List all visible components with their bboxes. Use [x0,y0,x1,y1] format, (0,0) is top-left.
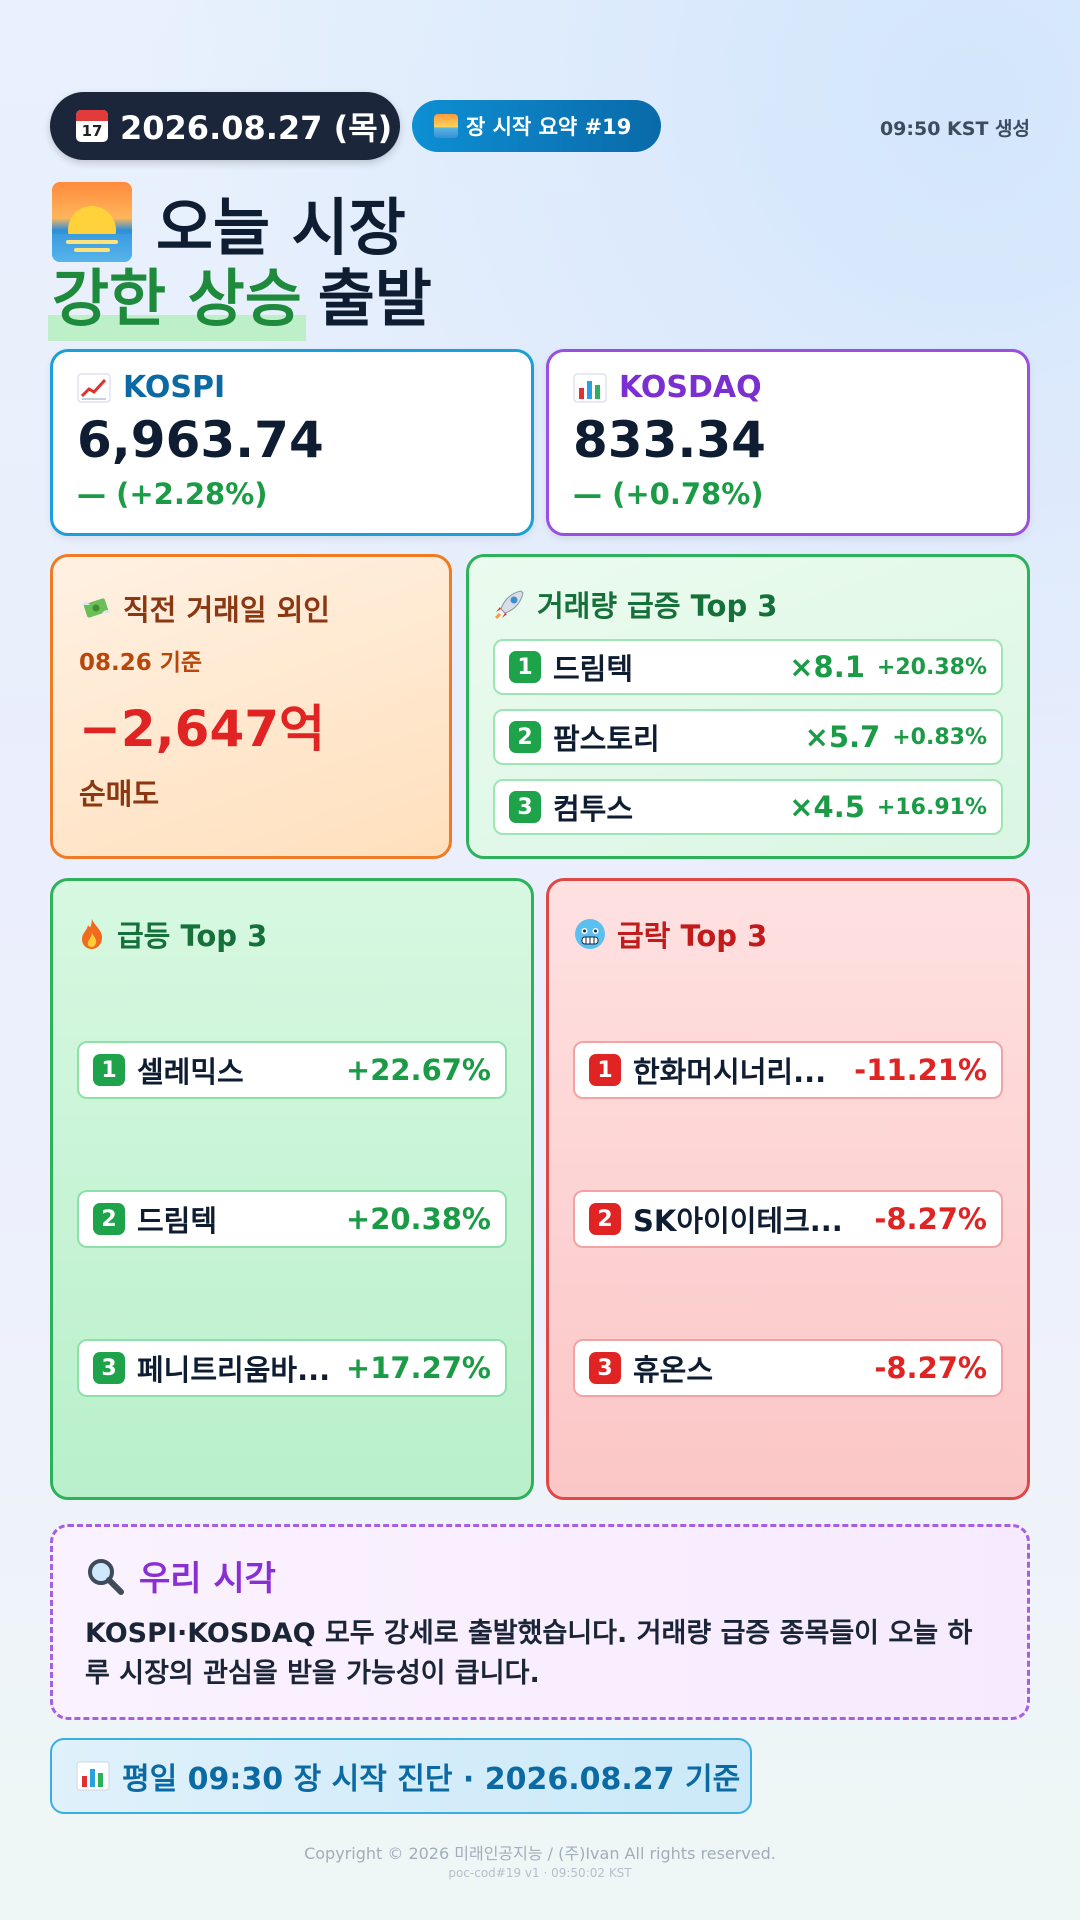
our-view-card: 우리 시각 KOSPI·KOSDAQ 모두 강세로 출발했습니다. 거래량 급증… [50,1524,1030,1720]
top-losers-card: 급락 Top 3 1 한화머시너리... -11.21% 2 SK아이이테크..… [546,878,1030,1500]
kosdaq-value: 833.34 [573,411,766,469]
kosdaq-card: KOSDAQ 833.34 — (+0.78%) [546,349,1030,536]
fire-icon [77,917,107,951]
page-title: 오늘 시장 [52,182,406,264]
rank-badge: 2 [93,1203,125,1235]
calendar-icon [76,110,108,142]
kosdaq-label: KOSDAQ [619,370,762,405]
rank-badge: 1 [93,1054,125,1086]
rocket-icon [493,587,527,621]
stock-name: 팜스토리 [553,722,660,756]
summary-badge: 장 시작 요약 #19 [412,100,661,152]
sunrise-icon [434,114,458,138]
rank-badge: 1 [509,651,541,683]
list-item: 1 한화머시너리... -11.21% [573,1041,1003,1099]
price-change: +17.27% [345,1351,491,1385]
title-line1: 오늘 시장 [156,191,406,264]
date-text: 2026.08.27 (목) [120,109,393,147]
rank-badge: 2 [509,721,541,753]
bar-chart-icon [573,373,607,403]
stock-name: 휴온스 [633,1353,714,1387]
title-line2-rest: 출발 [317,262,432,335]
kosdaq-change: — (+0.78%) [573,477,764,511]
rank-badge: 1 [589,1054,621,1086]
volume-multiple: ×4.5 [789,790,865,824]
stock-name: 셀레믹스 [137,1055,244,1089]
list-item: 2 SK아이이테크... -8.27% [573,1190,1003,1248]
kospi-card: KOSPI 6,963.74 — (+2.28%) [50,349,534,536]
foreign-value: −2,647억 [79,700,326,758]
price-change: +22.67% [345,1053,491,1087]
volume-surge-card: 거래량 급증 Top 3 1 드림텍 ×8.1 +20.38% 2 팜스토리 ×… [466,554,1030,859]
list-item: 2 팜스토리 ×5.7 +0.83% [493,709,1003,765]
list-item: 2 드림텍 +20.38% [77,1190,507,1248]
stock-name: SK아이이테크... [633,1204,843,1238]
magnifying-glass-icon [85,1556,125,1596]
stock-name: 드림텍 [137,1204,218,1238]
rank-badge: 3 [509,791,541,823]
sunrise-icon [52,182,132,262]
money-with-wings-icon [79,593,113,623]
stock-name: 한화머시너리... [633,1055,827,1089]
losers-title: 급락 Top 3 [617,919,768,953]
generated-time: 09:50 KST 생성 [879,118,1030,140]
kospi-change: — (+2.28%) [77,477,268,511]
title-line2: 강한 상승 출발 [52,248,432,338]
rank-badge: 2 [589,1203,621,1235]
title-highlight: 강한 상승 [52,262,302,335]
foreign-net-card: 직전 거래일 외인 08.26 기준 −2,647억 순매도 [50,554,452,859]
version-stamp: poc-cod#19 v1 · 09:50:02 KST [448,1866,632,1880]
foreign-title: 직전 거래일 외인 [123,593,330,627]
price-change: -8.27% [874,1351,987,1385]
rank-badge: 3 [589,1352,621,1384]
list-item: 3 컴투스 ×4.5 +16.91% [493,779,1003,835]
bar-chart-icon [76,1761,110,1791]
date-badge: 2026.08.27 (목) [50,92,400,160]
view-title: 우리 시각 [139,1559,276,1599]
list-item: 3 휴온스 -8.27% [573,1339,1003,1397]
kospi-value: 6,963.74 [77,411,324,469]
copyright: Copyright © 2026 미래인공지능 / (주)Ivan All ri… [304,1844,776,1863]
price-change: -8.27% [874,1202,987,1236]
stock-name: 컴투스 [553,792,634,826]
top-gainers-card: 급등 Top 3 1 셀레믹스 +22.67% 2 드림텍 +20.38% 3 … [50,878,534,1500]
list-item: 1 셀레믹스 +22.67% [77,1041,507,1099]
view-text: KOSPI·KOSDAQ 모두 강세로 출발했습니다. 거래량 급증 종목들이 … [85,1618,973,1689]
rank-badge: 3 [93,1352,125,1384]
price-change: +20.38% [345,1202,491,1236]
list-item: 3 페니트리움바... +17.27% [77,1339,507,1397]
chart-increasing-icon [77,373,111,403]
kospi-label: KOSPI [123,370,226,405]
gainers-title: 급등 Top 3 [117,919,268,953]
foreign-label: 순매도 [79,777,160,811]
volume-multiple: ×8.1 [789,650,865,684]
stock-name: 페니트리움바... [137,1353,331,1387]
price-change: +0.83% [892,724,987,750]
volume-multiple: ×5.7 [804,720,881,754]
list-item: 1 드림텍 ×8.1 +20.38% [493,639,1003,695]
volume-title: 거래량 급증 Top 3 [537,589,778,623]
cold-face-icon [573,917,607,951]
price-change: +20.38% [876,654,987,680]
foreign-date: 08.26 기준 [79,650,203,676]
summary-badge-text: 장 시작 요약 #19 [466,115,632,139]
diagnosis-text: 평일 09:30 장 시작 진단 · 2026.08.27 기준 [122,1762,741,1797]
stock-name: 드림텍 [553,652,634,686]
diagnosis-badge: 평일 09:30 장 시작 진단 · 2026.08.27 기준 [50,1738,752,1814]
price-change: -11.21% [854,1053,987,1087]
price-change: +16.91% [876,794,987,820]
